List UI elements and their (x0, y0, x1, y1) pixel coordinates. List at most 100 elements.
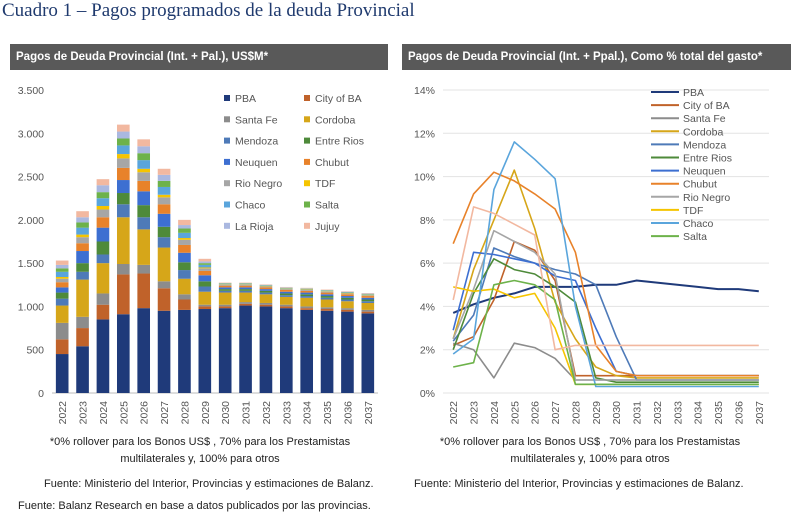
bar-segment (320, 297, 334, 300)
bar-segment (55, 354, 69, 393)
bar-segment (239, 290, 252, 293)
legend-swatch (304, 222, 310, 229)
bar-segment (137, 139, 151, 147)
legend-label: City of BA (315, 93, 362, 105)
left-x-tick-label: 2036 (342, 401, 354, 425)
legend-label: La Rioja (235, 221, 274, 233)
bar-segment (361, 309, 375, 312)
bar-segment (96, 319, 110, 393)
legend-swatch (304, 116, 310, 123)
bar-segment (361, 299, 375, 302)
right-y-tick-label: 2% (420, 345, 435, 357)
bar-segment (137, 160, 151, 169)
bar-segment (178, 225, 191, 229)
legend-swatch (224, 95, 230, 101)
bar-segment (55, 278, 69, 283)
right-y-tick-label: 0% (420, 388, 435, 400)
left-y-tick-label: 2.500 (18, 172, 44, 184)
bar-segment (239, 287, 252, 290)
bar-segment (76, 243, 89, 252)
bar-segment (239, 303, 252, 306)
bar-segment (178, 299, 191, 310)
legend-label: Entre Rios (315, 136, 364, 148)
bar-segment (55, 264, 69, 269)
bar-segment (178, 262, 191, 271)
left-chart-source: Fuente: Ministerio del Interior, Provinc… (44, 478, 374, 490)
bar-segment (157, 186, 171, 195)
bar-segment (96, 179, 110, 186)
right-x-tick-label: 2031 (632, 401, 644, 425)
bar-segment (137, 217, 151, 230)
bar-segment (137, 191, 151, 206)
bar-segment (320, 292, 334, 295)
bar-segment (198, 268, 212, 271)
right-x-tick-label: 2036 (733, 401, 745, 425)
bar-segment (137, 172, 151, 181)
bar-segment (96, 227, 110, 242)
bar-segment (137, 180, 151, 192)
left-y-tick-label: 2.000 (18, 215, 44, 227)
bar-segment (116, 154, 130, 159)
series-line (453, 279, 759, 386)
bar-segment (198, 291, 212, 305)
bar-segment (239, 292, 252, 303)
bar-segment (157, 197, 171, 205)
bar-segment (157, 174, 171, 181)
left-x-tick-label: 2029 (200, 401, 212, 425)
bar-segment (218, 284, 232, 286)
legend-label: Neuquen (683, 166, 726, 178)
bar-segment (259, 287, 273, 290)
bar-segment (137, 264, 151, 274)
left-x-tick-label: 2031 (241, 401, 253, 425)
legend-swatch (304, 201, 310, 208)
bar-segment (76, 271, 89, 280)
left-x-tick-label: 2025 (118, 401, 130, 425)
legend-swatch (224, 180, 230, 187)
legend-label: Santa Fe (235, 114, 278, 126)
bar-segment (259, 290, 273, 293)
bar-segment (157, 288, 171, 311)
bar-segment (55, 268, 69, 272)
bar-segment (259, 286, 273, 288)
legend-swatch (304, 137, 310, 144)
bar-segment (96, 293, 110, 305)
left-x-tick-label: 2035 (322, 401, 334, 425)
bar-segment (218, 306, 232, 309)
legend-swatch (224, 158, 230, 165)
bar-segment (178, 294, 191, 300)
legend-label: TDF (315, 178, 335, 190)
right-y-tick-label: 4% (420, 301, 435, 313)
bar-segment (178, 238, 191, 240)
bar-segment (300, 306, 314, 309)
bar-segment (361, 301, 375, 303)
bar-segment (300, 297, 314, 307)
bar-segment (116, 180, 130, 194)
legend-label: Mendoza (235, 136, 278, 148)
bar-segment (137, 146, 151, 154)
bar-segment (55, 260, 69, 265)
bar-segment (116, 131, 130, 139)
bar-segment (279, 308, 293, 393)
legend-label: PBA (235, 93, 256, 105)
bar-segment (279, 289, 293, 290)
bar-segment (96, 209, 110, 218)
bar-segment (279, 289, 293, 292)
right-x-tick-label: 2029 (591, 401, 603, 425)
bar-segment (55, 276, 69, 279)
bar-segment (178, 228, 191, 233)
bar-segment (320, 309, 334, 311)
bar-segment (76, 211, 89, 218)
right-x-tick-label: 2023 (469, 401, 481, 425)
right-y-tick-label: 12% (414, 128, 435, 140)
bar-segment (96, 198, 110, 207)
bar-segment (341, 296, 354, 298)
bar-segment (116, 167, 130, 181)
right-x-tick-label: 2035 (713, 401, 725, 425)
bar-segment (178, 232, 191, 239)
bar-segment (137, 229, 151, 265)
legend-label: Mendoza (683, 139, 726, 151)
bar-segment (239, 302, 252, 304)
bar-segment (96, 263, 110, 294)
bar-segment (137, 205, 151, 218)
right-x-tick-label: 2022 (448, 401, 460, 425)
